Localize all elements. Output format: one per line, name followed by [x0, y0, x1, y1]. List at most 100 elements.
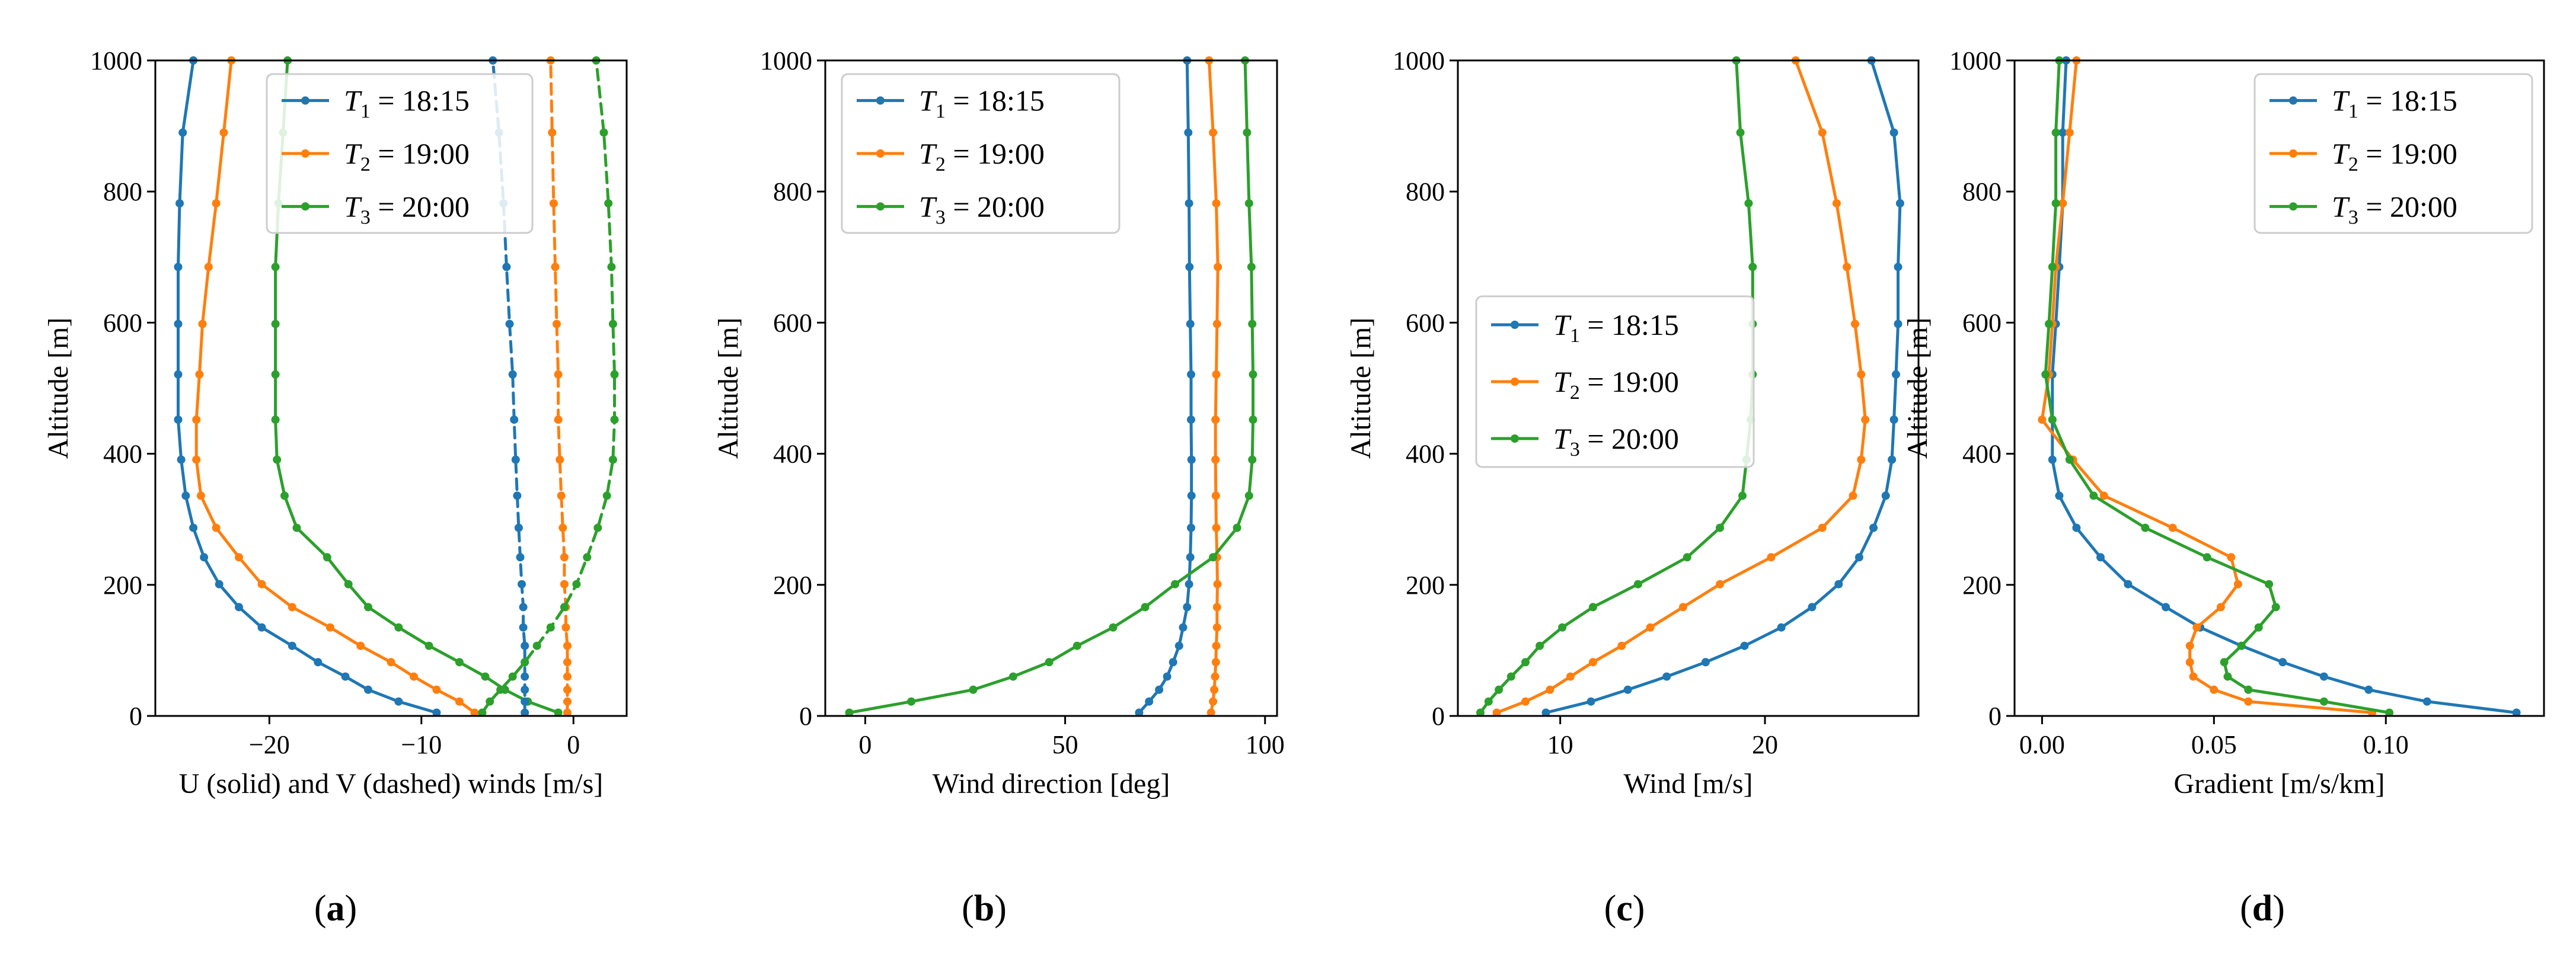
legend-entry-label: T3 = 20:00 [1553, 422, 1679, 460]
data-point [1894, 263, 1903, 271]
data-point [455, 658, 464, 667]
series-line-c-1 [1544, 59, 1902, 714]
y-tick-label: 400 [103, 440, 142, 469]
legend-marker [1511, 378, 1519, 386]
x-tick-label: 0 [858, 730, 872, 759]
data-point [1179, 623, 1188, 632]
y-tick-label: 1000 [90, 46, 142, 75]
y-tick-label: 0 [1988, 702, 2002, 731]
axes-frame [1457, 59, 1920, 717]
data-point [1212, 603, 1221, 612]
data-point [560, 603, 569, 612]
data-point [1808, 603, 1817, 612]
data-point [548, 128, 557, 137]
data-point [2055, 491, 2064, 500]
y-tick-label: 200 [1962, 571, 2002, 600]
data-point [521, 708, 529, 717]
data-point [1169, 658, 1177, 667]
data-point [2185, 658, 2194, 667]
data-point [554, 708, 563, 717]
data-point [508, 672, 517, 681]
data-point [2210, 685, 2219, 694]
data-point [1155, 685, 1164, 694]
data-point [2319, 672, 2328, 681]
data-point [356, 641, 365, 650]
y-axis-label: Altitude [m] [43, 318, 74, 459]
legend-marker [1511, 321, 1519, 329]
data-point [521, 672, 529, 681]
data-point [560, 580, 569, 589]
data-point [2385, 708, 2394, 717]
data-point [1892, 370, 1900, 379]
data-point [1249, 415, 1257, 424]
data-point [2096, 553, 2105, 562]
data-point [1566, 672, 1575, 681]
data-point [1247, 263, 1256, 271]
data-point [1145, 697, 1154, 706]
series-line-a-3 [274, 59, 560, 714]
legend: T1 = 18:15 T2 = 19:00 T3 = 20:00 [266, 73, 534, 234]
legend-entry-label: T1 = 18:15 [1553, 308, 1679, 347]
data-point [257, 623, 266, 632]
data-point [196, 491, 205, 500]
data-point [2045, 319, 2053, 328]
data-point [314, 658, 323, 667]
data-point [1546, 685, 1554, 694]
y-tick-label: 0 [129, 702, 142, 731]
data-point [2099, 491, 2108, 500]
data-point [563, 658, 572, 667]
data-point [2072, 523, 2081, 532]
data-point [288, 641, 296, 650]
data-point [2227, 553, 2236, 562]
data-point [1895, 199, 1904, 208]
data-point [563, 708, 572, 717]
legend-marker [301, 96, 309, 105]
data-point [558, 523, 567, 532]
data-point [200, 553, 209, 562]
data-point [1185, 199, 1193, 208]
data-point [1716, 523, 1724, 532]
data-point [518, 580, 526, 589]
data-point [2058, 199, 2067, 208]
y-tick-label: 600 [103, 308, 142, 337]
y-tick-label: 800 [103, 177, 142, 206]
data-point [189, 523, 198, 532]
data-point [969, 685, 978, 694]
legend-marker [2289, 149, 2297, 158]
data-point [554, 370, 563, 379]
data-point [1212, 523, 1221, 532]
data-point [1211, 455, 1220, 464]
data-point [481, 672, 490, 681]
data-point [2220, 658, 2229, 667]
data-point [1212, 199, 1221, 208]
x-tick-label: 0 [567, 730, 580, 759]
data-point [563, 685, 572, 694]
data-point [521, 658, 529, 667]
data-point [1894, 319, 1903, 328]
data-point [1744, 199, 1753, 208]
data-point [271, 319, 280, 328]
x-tick-label: 0.05 [2191, 730, 2237, 759]
data-point [1748, 263, 1757, 271]
data-point [1683, 553, 1691, 562]
data-point [1187, 370, 1195, 379]
axes-frame [154, 59, 628, 717]
data-point [560, 553, 569, 562]
data-point [1185, 263, 1194, 271]
data-point [608, 455, 617, 464]
data-point [1212, 623, 1221, 632]
y-tick-label: 1000 [1393, 46, 1445, 75]
data-point [1186, 553, 1195, 562]
data-point [1248, 319, 1257, 328]
data-point [1633, 580, 1642, 589]
data-point [2065, 128, 2074, 137]
data-point [608, 319, 617, 328]
x-axis-label: Wind [m/s] [1623, 768, 1753, 800]
data-point [1484, 697, 1493, 706]
data-point [514, 523, 523, 532]
data-point [2185, 641, 2194, 650]
data-point [549, 199, 558, 208]
x-tick-label: 0.10 [2363, 730, 2409, 759]
x-tick-label: −20 [249, 730, 290, 759]
